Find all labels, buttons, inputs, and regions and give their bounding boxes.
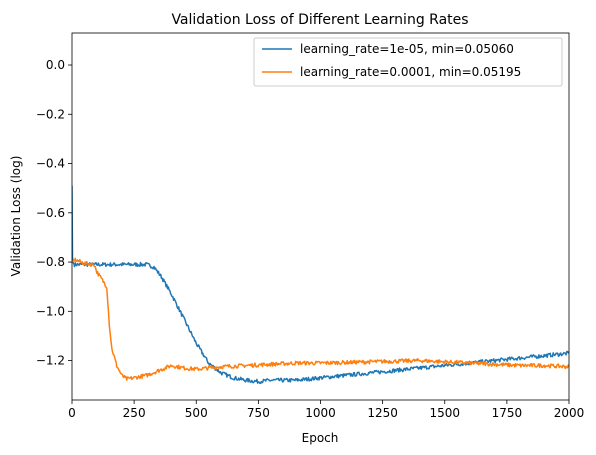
plot-frame: [71, 32, 570, 401]
x-tick-label: 0: [68, 406, 76, 420]
legend-label-series-1: learning_rate=0.0001, min=0.05195: [300, 65, 521, 79]
axis-ticks: 0 250 500 750 1000 1250 1500 1750 2000 0.0 −0.2 −0.…: [36, 58, 584, 420]
x-tick-label: 2000: [554, 406, 585, 420]
x-tick-label: 1000: [305, 406, 336, 420]
x-tick-label: 250: [123, 406, 146, 420]
x-tick-label: 1250: [367, 406, 398, 420]
x-tick-label: 1500: [429, 406, 460, 420]
series-line-0: [72, 185, 569, 385]
y-tick-label: 0.0: [46, 58, 65, 72]
x-axis-label: Epoch: [302, 431, 339, 445]
x-tick-label: 750: [247, 406, 270, 420]
legend-label-series-0: learning_rate=1e-05, min=0.05060: [300, 42, 514, 56]
y-tick-label: −0.4: [36, 157, 65, 171]
y-axis-label: Validation Loss (log): [9, 156, 23, 277]
y-tick-label: −1.2: [36, 354, 65, 368]
y-tick-label: −0.2: [36, 107, 65, 121]
x-tick-label: 1750: [492, 406, 523, 420]
y-tick-label: −0.6: [36, 206, 65, 220]
series-line-1: [72, 257, 569, 381]
y-tick-label: −1.0: [36, 304, 65, 318]
x-tick-label: 500: [185, 406, 208, 420]
plot-area: [72, 185, 569, 385]
y-tick-label: −0.8: [36, 255, 65, 269]
legend: learning_rate=1e-05, min=0.05060 learnin…: [253, 37, 563, 87]
legend-box: [253, 37, 563, 87]
chart-title: Validation Loss of Different Learning Ra…: [171, 12, 468, 28]
